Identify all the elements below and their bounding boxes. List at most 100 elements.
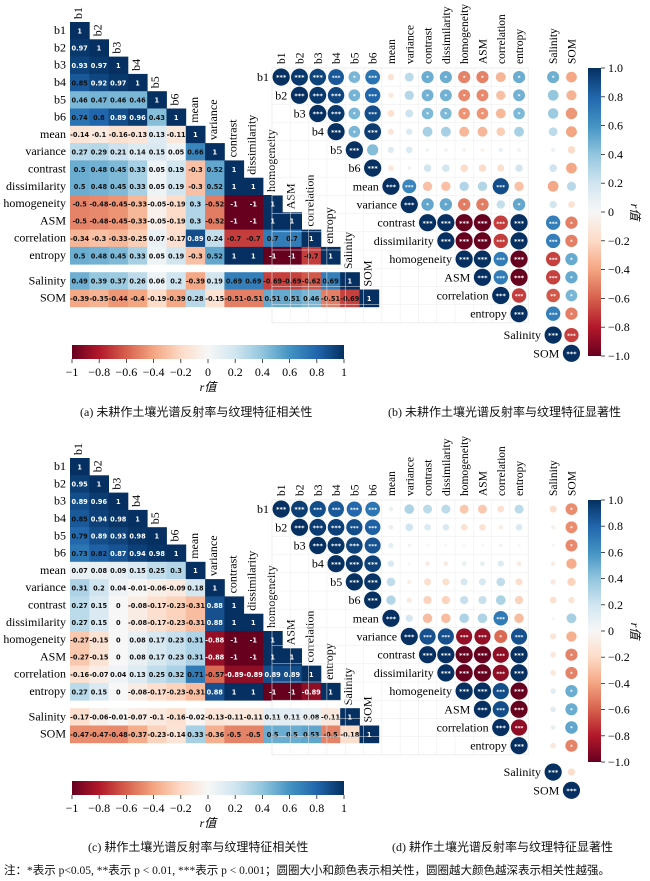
panel-a-cell-7-4 <box>147 143 167 161</box>
panel-a-cell-7-5 <box>166 143 187 161</box>
panel-c-cell-value-11-3: 0.08 <box>129 654 146 662</box>
panel-c-extra-value-salinity-1: -0.06 <box>89 714 108 722</box>
panel-b-dot-salinity-som <box>564 327 579 343</box>
panel-b-dot-0-2 <box>309 68 327 86</box>
panel-c-cell-value-13-11: -1 <box>288 688 296 696</box>
panel-c-col-label-entropy: entropy <box>322 643 336 680</box>
panel-c-extra-cell-salinity-13 <box>320 708 341 726</box>
panel-d-dot-2-13 <box>517 543 521 548</box>
panel-a-cell-value-10-9: -1 <box>250 200 258 208</box>
panel-c-cell-value-10-10: 1 <box>270 636 275 644</box>
panel-c-colorbar-tick-6: 0.2 <box>228 801 243 815</box>
panel-a-cell-11-0 <box>70 212 90 230</box>
panel-b-dot-8-11 <box>473 214 492 232</box>
panel-a-row-label-b4: b4 <box>54 75 66 89</box>
panel-c-cell-1-0 <box>70 475 90 493</box>
panel-a-cell-value-12-3: -0.25 <box>128 235 147 243</box>
panel-d-colorbar-tick-4: 0.2 <box>608 598 623 612</box>
panel-d-dot-5-7 <box>406 597 412 603</box>
panel-c-cell-11-3 <box>127 648 148 666</box>
panel-c-cell-5-4 <box>147 544 167 563</box>
panel-a-row-label-salinity: Salinity <box>29 273 66 287</box>
panel-a-cell-value-13-12: -0.7 <box>304 252 319 260</box>
panel-b-dot-0-13-sig: * <box>518 76 521 82</box>
panel-d-colorbar-tick-6: −0.2 <box>608 650 630 664</box>
panel-b-dot-2-3-sig: *** <box>331 110 342 118</box>
panel-b-row-label-homogeneity: homogeneity <box>389 252 452 266</box>
panel-d-dot-4-13 <box>515 578 523 586</box>
panel-c-extra-cell-salinity-5 <box>166 708 187 726</box>
panel-c-cell-value-10-1: -0.15 <box>89 636 108 644</box>
panel-c-cell-value-5-0: 0.73 <box>72 550 89 558</box>
panel-a-cell-value-12-0: -0.34 <box>70 235 89 243</box>
panel-a-cell-value-6-4: 0.13 <box>149 131 166 139</box>
panel-a-cell-value-7-0: 0.27 <box>72 149 89 157</box>
panel-a-row-label-dissimilarity: dissimilarity <box>6 179 66 193</box>
panel-c-cell-value-3-2: 0.98 <box>110 515 127 523</box>
panel-d-dot-1-5 <box>364 519 381 536</box>
panel-c-cell-value-6-4: 0.25 <box>149 567 166 575</box>
panel-c-extra-value-som-1: -0.47 <box>89 731 108 739</box>
panel-b-dot-12-som <box>565 289 578 302</box>
panel-b-dot-5-13 <box>515 164 523 172</box>
panel-b-row-label-b4: b4 <box>312 125 324 139</box>
panel-a-colorbar-tick-10: 1 <box>341 365 347 379</box>
panel-d-dot-0-8 <box>423 504 433 514</box>
panel-a-extra-value-salinity-3: 0.26 <box>129 278 146 286</box>
panel-b-dot-9-11-sig: *** <box>477 238 488 246</box>
panel-a-extra-cell-som-8 <box>224 289 245 308</box>
panel-c-extra-cell-salinity-3 <box>127 708 148 726</box>
panel-b-dot-0-6 <box>387 73 395 81</box>
panel-a-cell-value-9-5: 0.19 <box>168 183 185 191</box>
panel-a-cell-value-13-2: 0.45 <box>110 252 127 260</box>
panel-b-dot-0-3-sig: *** <box>332 76 341 82</box>
panel-a-cell-9-2 <box>108 177 129 196</box>
panel-b-dot-7-11-sig: * <box>481 203 484 209</box>
panel-d-dot-10-12-sig: *** <box>496 690 505 696</box>
panel-a-extra-cell-salinity-8 <box>224 272 245 290</box>
panel-b-dot-3-7 <box>406 128 413 135</box>
panel-a-cell-8-1 <box>89 160 109 179</box>
panel-b-dot-2-11 <box>476 107 489 120</box>
panel-c-extra-cell-salinity-7 <box>205 708 225 726</box>
panel-d-dot-9-12-sig: *** <box>496 672 505 678</box>
panel-a-col-label-entropy: entropy <box>322 207 336 244</box>
panel-d-dot-0-3 <box>328 501 344 518</box>
panel-c-cell-value-8-1: 0.15 <box>91 602 108 610</box>
panel-b-dot-2-8-sig: * <box>426 112 429 118</box>
panel-a-extra-cell-salinity-7 <box>205 272 225 290</box>
panel-a-cell-12-10 <box>263 229 283 248</box>
panel-a-cell-6-0 <box>70 125 90 144</box>
panel-c-cell-value-11-2: 0 <box>116 654 121 662</box>
panel-d-dot-7-12-sig: * <box>499 635 502 641</box>
panel-d-dot-0-11 <box>477 504 487 514</box>
panel-a-colorbar <box>72 345 344 359</box>
panel-c-extra-value-som-13: -0.5 <box>323 731 338 739</box>
panel-a-cell-value-12-12: 1 <box>309 235 314 243</box>
panel-c-cell-12-6 <box>185 665 206 684</box>
panel-d-dot-6-9 <box>441 613 451 624</box>
panel-d-dot-9-10 <box>455 664 473 682</box>
panel-c-extra-value-som-2: -0.48 <box>109 731 128 739</box>
panel-b-dot-12-12-sig: *** <box>496 292 507 300</box>
panel-d-colorbar-tick-10: −1.0 <box>608 755 630 769</box>
panel-d-dot-1-12 <box>498 525 504 530</box>
panel-b-dot-1-salinity <box>547 89 559 101</box>
panel-a-cell-13-6 <box>185 246 206 265</box>
panel-c-cell-12-3 <box>127 665 148 684</box>
panel-a-cell-value-6-0: -0.14 <box>70 131 89 139</box>
panel-d-dot-12-salinity <box>550 725 556 730</box>
panel-a-cell-value-6-3: -0.13 <box>128 131 147 139</box>
panel-c-cell-10-3 <box>127 631 148 649</box>
panel-a-cell-value-10-3: -0.33 <box>128 200 147 208</box>
panel-b-dot-7-9 <box>439 198 453 211</box>
panel-a-cell-11-5 <box>166 212 187 230</box>
panel-a-col-label-dissimilarity: dissimilarity <box>245 115 259 175</box>
panel-c-extra-cell-salinity-8 <box>224 708 245 726</box>
panel-a-cell-12-6 <box>185 229 206 248</box>
panel-b-dot-0-11-sig: * <box>481 76 484 82</box>
panel-c-cell-value-6-6: 1 <box>193 567 198 575</box>
panel-c-cell-13-13 <box>320 682 341 701</box>
panel-a-extra-value-som-13: -0.51 <box>321 295 340 303</box>
panel-d-dot-1-som-sig: * <box>570 526 573 532</box>
